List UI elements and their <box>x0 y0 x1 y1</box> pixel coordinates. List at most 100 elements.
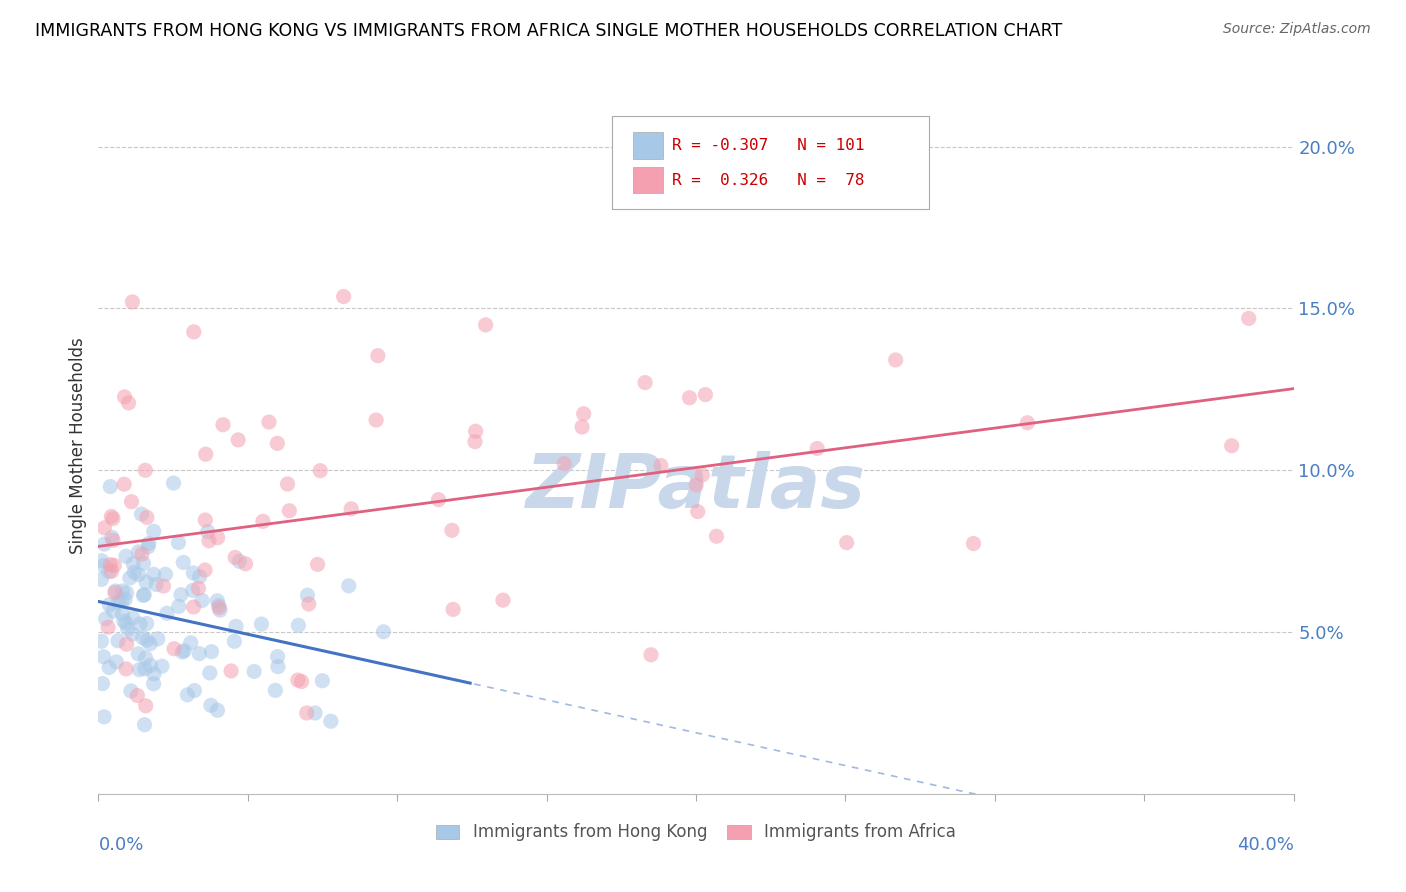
Point <box>98 479 121 493</box>
Point <box>492 593 515 607</box>
Point <box>373 624 395 639</box>
Point <box>145 577 167 591</box>
Point <box>114 390 136 404</box>
Point <box>97 565 120 579</box>
Point <box>1237 311 1260 326</box>
Point <box>173 643 195 657</box>
Point <box>191 593 214 607</box>
Point <box>572 407 595 421</box>
FancyBboxPatch shape <box>633 132 662 159</box>
Point <box>297 588 319 602</box>
Point <box>121 494 143 508</box>
Point <box>139 658 162 673</box>
FancyBboxPatch shape <box>613 116 929 210</box>
Point <box>224 634 246 648</box>
Point <box>290 674 312 689</box>
Point <box>235 557 257 571</box>
Point <box>122 566 145 580</box>
Point <box>117 396 139 410</box>
Point <box>93 558 115 573</box>
Point <box>115 637 138 651</box>
Point <box>122 557 145 571</box>
Point <box>200 698 222 713</box>
Point <box>183 599 205 614</box>
Point <box>207 594 229 608</box>
Point <box>252 514 274 528</box>
Point <box>553 457 575 471</box>
Point <box>287 618 309 632</box>
Point <box>706 529 728 543</box>
Point <box>98 558 121 572</box>
Point <box>131 507 153 521</box>
Point <box>207 531 229 545</box>
Point <box>142 524 165 539</box>
Point <box>194 447 217 461</box>
Point <box>163 641 186 656</box>
Point <box>1220 439 1243 453</box>
Point <box>97 620 120 634</box>
Point <box>194 513 217 527</box>
Point <box>98 598 121 612</box>
Text: 0.0%: 0.0% <box>98 836 143 854</box>
Point <box>93 710 115 724</box>
Point <box>129 617 152 632</box>
Point <box>474 318 496 332</box>
Point <box>367 349 389 363</box>
Point <box>117 622 139 636</box>
Point <box>188 647 211 661</box>
Point <box>112 614 135 628</box>
Point <box>107 633 129 648</box>
Point <box>94 612 117 626</box>
Point <box>118 571 141 585</box>
Point <box>266 649 288 664</box>
Point <box>337 579 360 593</box>
Point <box>250 617 273 632</box>
Point <box>127 647 149 661</box>
Point <box>884 353 907 368</box>
Point <box>115 549 138 564</box>
Point <box>307 558 329 572</box>
Point <box>212 417 235 432</box>
Point <box>295 706 318 720</box>
Point <box>226 433 249 447</box>
Point <box>93 521 115 535</box>
Point <box>366 413 388 427</box>
Point <box>695 387 717 401</box>
Point <box>101 511 124 525</box>
Point <box>441 602 464 616</box>
Point <box>208 600 231 615</box>
Y-axis label: Single Mother Households: Single Mother Households <box>69 338 87 554</box>
Point <box>440 524 463 538</box>
Point <box>142 567 165 582</box>
Point <box>127 689 149 703</box>
Point <box>107 595 129 609</box>
FancyBboxPatch shape <box>633 167 662 194</box>
Point <box>172 556 194 570</box>
Point <box>101 530 124 544</box>
Point <box>111 593 134 607</box>
Point <box>155 567 177 582</box>
Point <box>98 660 121 674</box>
Point <box>225 619 247 633</box>
Point <box>304 706 326 720</box>
Point <box>197 524 219 539</box>
Point <box>277 477 299 491</box>
Point <box>183 683 205 698</box>
Point <box>806 442 828 456</box>
Point <box>90 573 112 587</box>
Point <box>142 677 165 691</box>
Point <box>138 536 160 550</box>
Point <box>122 611 145 625</box>
Point <box>650 458 672 473</box>
Point <box>112 477 135 491</box>
Point <box>142 667 165 681</box>
Point <box>309 464 332 478</box>
Point <box>267 659 290 673</box>
Point <box>427 492 450 507</box>
Point <box>464 434 486 449</box>
Point <box>180 636 202 650</box>
Point <box>208 599 231 613</box>
Point <box>198 533 221 548</box>
Legend: Immigrants from Hong Kong, Immigrants from Africa: Immigrants from Hong Kong, Immigrants fr… <box>429 817 963 848</box>
Point <box>93 649 115 664</box>
